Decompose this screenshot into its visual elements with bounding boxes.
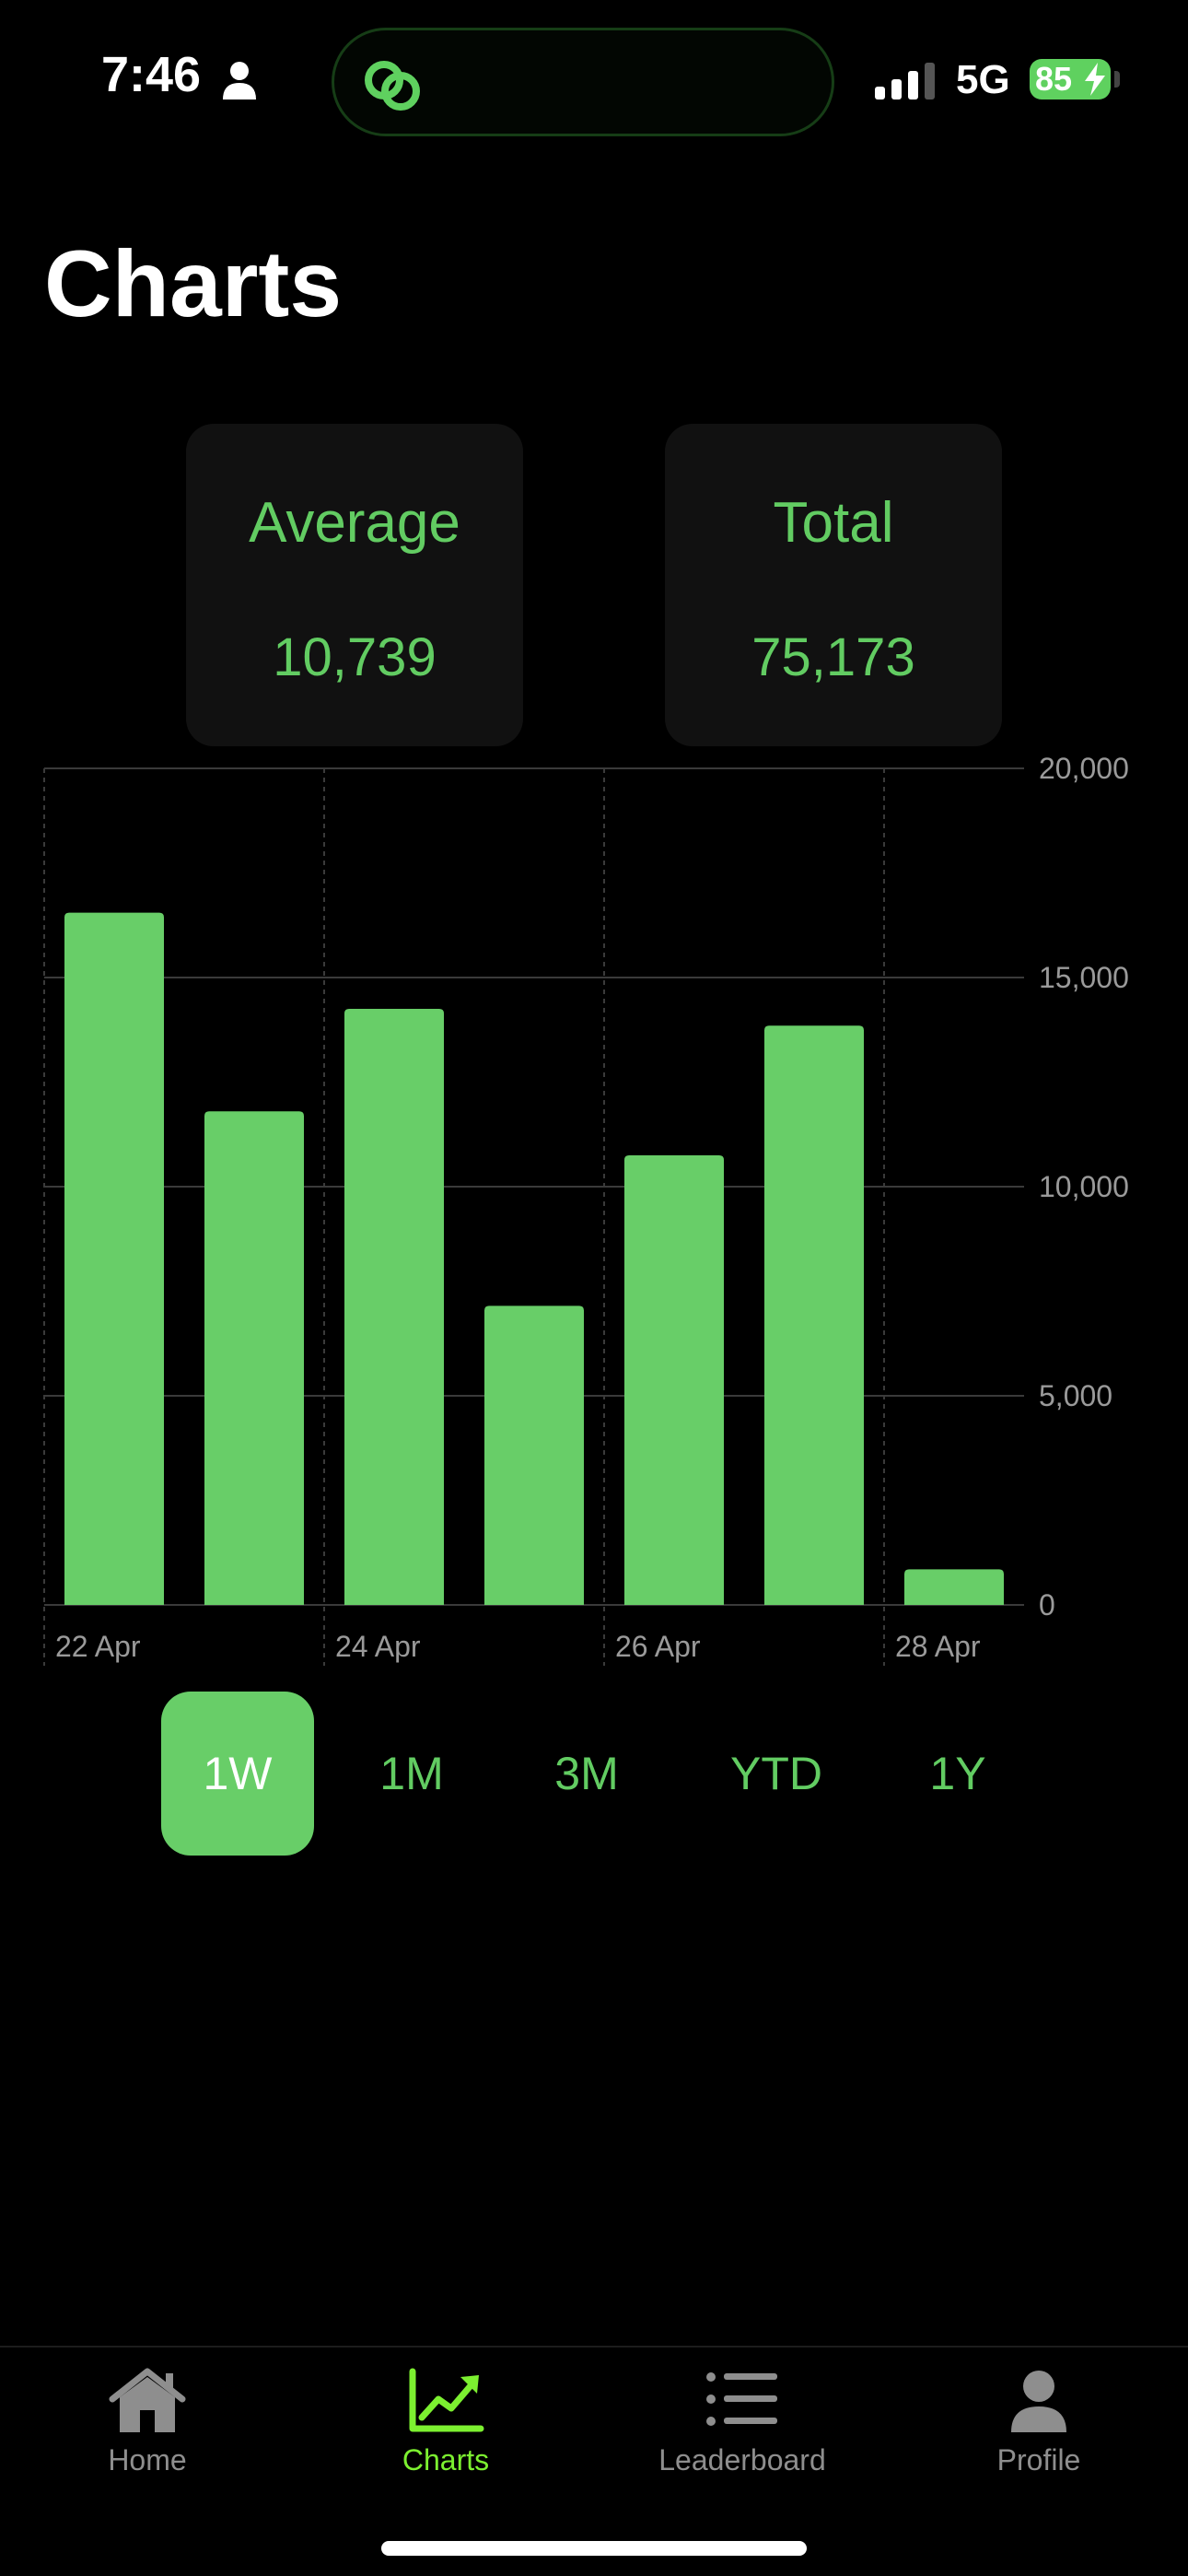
chart-bar [484, 1306, 584, 1605]
battery-level: 85 [1035, 60, 1073, 98]
tab-charts[interactable]: Charts [335, 2368, 556, 2477]
signal-icon [875, 63, 935, 100]
x-tick-label: 26 Apr [615, 1630, 701, 1663]
total-label: Total [773, 491, 894, 555]
bar-chart[interactable]: 0 5,000 10,000 15,000 20,000 22 Apr 24 Apr 26 A… [0, 737, 1188, 1686]
link-rings-icon [365, 61, 420, 111]
chart-bar [64, 912, 164, 1605]
total-card: Total 75,173 [665, 424, 1002, 746]
x-tick-label: 28 Apr [895, 1630, 981, 1663]
average-value: 10,739 [273, 627, 437, 687]
chart-bar [344, 1009, 444, 1605]
person-icon [1011, 2371, 1066, 2432]
average-label: Average [249, 491, 460, 555]
tab-profile-label: Profile [996, 2443, 1081, 2476]
y-tick-label: 15,000 [1039, 961, 1129, 994]
average-card: Average 10,739 [186, 424, 523, 746]
range-1w-button[interactable]: 1W [161, 1692, 314, 1856]
tab-home-label: Home [108, 2443, 187, 2476]
tab-charts-label: Charts [402, 2443, 490, 2476]
network-label: 5G [956, 57, 1010, 102]
y-tick-label: 10,000 [1039, 1170, 1129, 1203]
person-status-icon [223, 62, 256, 100]
range-selector: 1W 1M 3M YTD 1Y [0, 1692, 1188, 1856]
page-title: Charts [44, 231, 343, 336]
tab-bar: Home Charts Leaderboard [0, 2346, 1188, 2576]
status-time: 7:46 [101, 47, 202, 102]
y-tick-label: 20,000 [1039, 752, 1129, 785]
range-1y-button[interactable]: 1Y [929, 1748, 986, 1799]
charging-bolt-icon [1085, 63, 1105, 96]
range-ytd-button[interactable]: YTD [730, 1748, 822, 1799]
y-tick-label: 5,000 [1039, 1379, 1112, 1412]
tab-leaderboard-label: Leaderboard [658, 2443, 826, 2476]
range-3m-button[interactable]: 3M [554, 1748, 619, 1799]
x-tick-label: 22 Apr [55, 1630, 141, 1663]
house-icon [109, 2368, 186, 2432]
chart-bar [764, 1025, 864, 1605]
x-tick-label: 24 Apr [335, 1630, 421, 1663]
tab-home[interactable]: Home [37, 2368, 258, 2477]
battery-tip [1114, 71, 1120, 88]
chart-bar [624, 1154, 724, 1605]
chart-bar [204, 1111, 304, 1605]
dynamic-island[interactable] [332, 28, 834, 136]
chart-line-icon [409, 2368, 484, 2432]
chart-bar [904, 1569, 1004, 1605]
home-indicator[interactable] [381, 2541, 807, 2556]
tab-profile[interactable]: Profile [928, 2368, 1149, 2477]
y-tick-label: 0 [1039, 1588, 1055, 1622]
list-icon [706, 2372, 777, 2426]
range-1m-button[interactable]: 1M [379, 1748, 444, 1799]
tab-leaderboard[interactable]: Leaderboard [632, 2368, 853, 2477]
total-value: 75,173 [751, 627, 915, 687]
